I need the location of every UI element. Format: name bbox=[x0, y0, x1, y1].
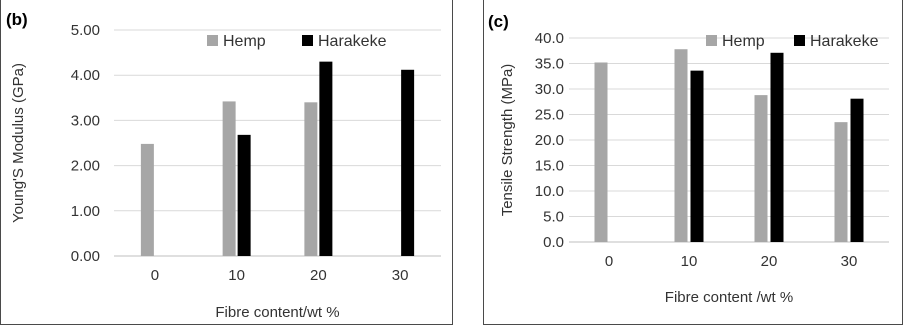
y-tick-label: 5.0 bbox=[543, 209, 564, 226]
y-tick-label: 30.0 bbox=[535, 81, 564, 98]
y-axis-title: Young'S Modulus (GPa) bbox=[10, 63, 27, 223]
y-tick-label: 35.0 bbox=[535, 56, 564, 73]
y-axis-title: Tensile Strength (MPa) bbox=[499, 64, 516, 217]
bar-harakeke-30 bbox=[401, 69, 415, 256]
bar-harakeke-30 bbox=[850, 98, 864, 242]
panel-label-b: (b) bbox=[6, 10, 28, 29]
bar-hemp-20 bbox=[754, 95, 768, 243]
x-tick-label: 20 bbox=[761, 253, 778, 270]
bar-hemp-30 bbox=[834, 122, 848, 242]
chart-panel-c: 0.0 5.0 10.0 15.0 20.0 25.0 30.0 35.0 40.0 0 10 20 3… bbox=[483, 0, 903, 325]
x-tick-label: 0 bbox=[151, 267, 159, 284]
bar-hemp-20 bbox=[304, 102, 318, 256]
y-tick-label: 20.0 bbox=[535, 132, 564, 149]
legend-swatch-harakeke bbox=[302, 35, 313, 46]
bar-harakeke-20 bbox=[770, 52, 784, 242]
x-tick-label: 10 bbox=[681, 253, 698, 270]
x-tick-label: 20 bbox=[310, 267, 327, 284]
y-tick-label: 0.0 bbox=[543, 234, 564, 251]
legend-label-hemp: Hemp bbox=[223, 33, 266, 50]
bar-harakeke-20 bbox=[319, 61, 333, 256]
legend-label-harakeke: Harakeke bbox=[318, 33, 387, 50]
bar-hemp-10 bbox=[222, 101, 236, 256]
legend-swatch-harakeke bbox=[794, 35, 805, 46]
x-tick-label: 0 bbox=[605, 253, 613, 270]
y-tick-label: 15.0 bbox=[535, 158, 564, 175]
legend-label-harakeke: Harakeke bbox=[810, 33, 879, 50]
y-tick-label: 40.0 bbox=[535, 30, 564, 47]
x-axis-title: Fibre content/wt % bbox=[215, 304, 339, 321]
y-tick-label: 25.0 bbox=[535, 107, 564, 124]
y-tick-label: 5.00 bbox=[71, 22, 100, 39]
y-tick-label: 1.00 bbox=[71, 203, 100, 220]
panel-label-c: (c) bbox=[488, 12, 509, 31]
x-tick-label: 30 bbox=[392, 267, 409, 284]
y-tick-label: 10.0 bbox=[535, 183, 564, 200]
y-tick-label: 0.00 bbox=[71, 248, 100, 265]
bar-harakeke-10 bbox=[237, 134, 251, 256]
x-axis-title: Fibre content /wt % bbox=[665, 289, 793, 306]
legend-swatch-hemp bbox=[207, 35, 218, 46]
y-tick-label: 4.00 bbox=[71, 67, 100, 84]
y-tick-label: 2.00 bbox=[71, 158, 100, 175]
chart-panel-b: 0.00 1.00 2.00 3.00 4.00 5.00 0 10 20 30 Fibre con… bbox=[0, 0, 453, 325]
chart-c-svg: 0.0 5.0 10.0 15.0 20.0 25.0 30.0 35.0 40.0 0 10 20 3… bbox=[488, 12, 889, 306]
y-tick-label: 3.00 bbox=[71, 112, 100, 129]
chart-b-svg: 0.00 1.00 2.00 3.00 4.00 5.00 0 10 20 30 Fibre con… bbox=[6, 10, 441, 321]
legend-swatch-hemp bbox=[706, 35, 717, 46]
x-tick-label: 10 bbox=[228, 267, 245, 284]
bar-hemp-0 bbox=[594, 62, 608, 243]
bar-hemp-0 bbox=[140, 143, 154, 256]
bar-hemp-10 bbox=[674, 49, 688, 242]
x-tick-label: 30 bbox=[841, 253, 858, 270]
legend-label-hemp: Hemp bbox=[722, 33, 765, 50]
bar-harakeke-10 bbox=[690, 70, 704, 242]
